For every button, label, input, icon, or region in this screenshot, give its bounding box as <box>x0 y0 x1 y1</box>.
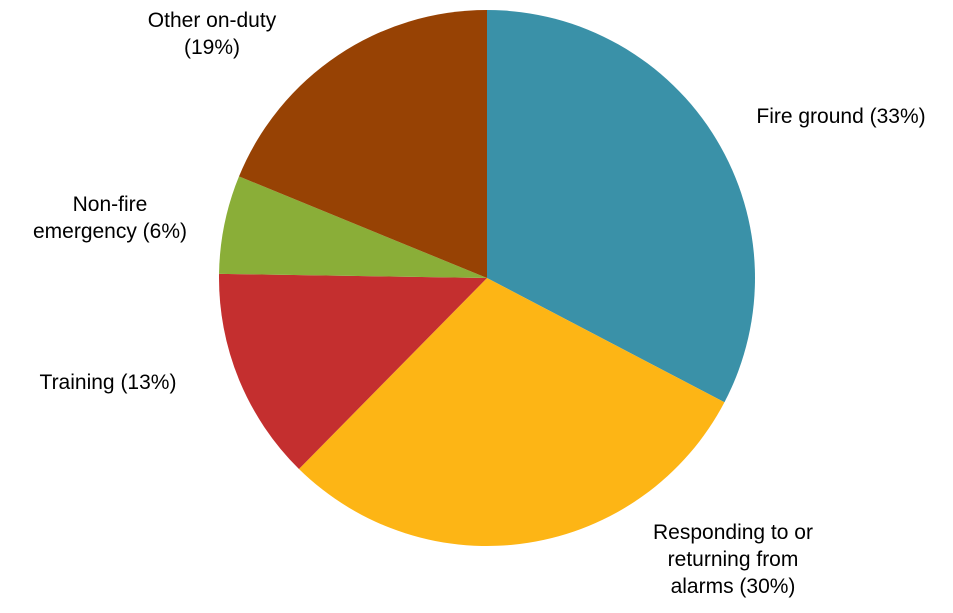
pie-slice-0 <box>487 10 755 403</box>
slice-label-line: emergency (6%) <box>33 220 187 243</box>
slice-label-line: (19%) <box>184 36 240 59</box>
slice-label-line: Fire ground (33%) <box>756 105 925 128</box>
slice-label-line: alarms (30%) <box>671 575 796 598</box>
pie-slice-4 <box>239 10 487 278</box>
slice-label-line: Responding to or <box>653 521 813 544</box>
slice-label-line: Training (13%) <box>40 371 177 394</box>
slice-label-1: Responding to or returning from alarms (30… <box>653 521 813 598</box>
slice-label-0: Fire ground (33%) <box>756 105 925 128</box>
slice-label-2: Training (13%) <box>40 371 177 394</box>
pie-slice-2 <box>218 273 487 469</box>
slice-label-line: Other on-duty <box>148 9 277 32</box>
slice-label-line: returning from <box>668 548 799 571</box>
pie-slice-1 <box>298 278 725 547</box>
slice-label-line: Non-fire <box>73 193 148 216</box>
slices-layer <box>218 10 755 547</box>
pie-slice-3 <box>219 176 487 278</box>
slice-label-4: Other on-duty (19%) <box>148 9 277 59</box>
labels-layer: Fire ground (33%) Responding to or returni… <box>33 9 926 598</box>
slice-label-3: Non-fire emergency (6%) <box>33 193 187 243</box>
